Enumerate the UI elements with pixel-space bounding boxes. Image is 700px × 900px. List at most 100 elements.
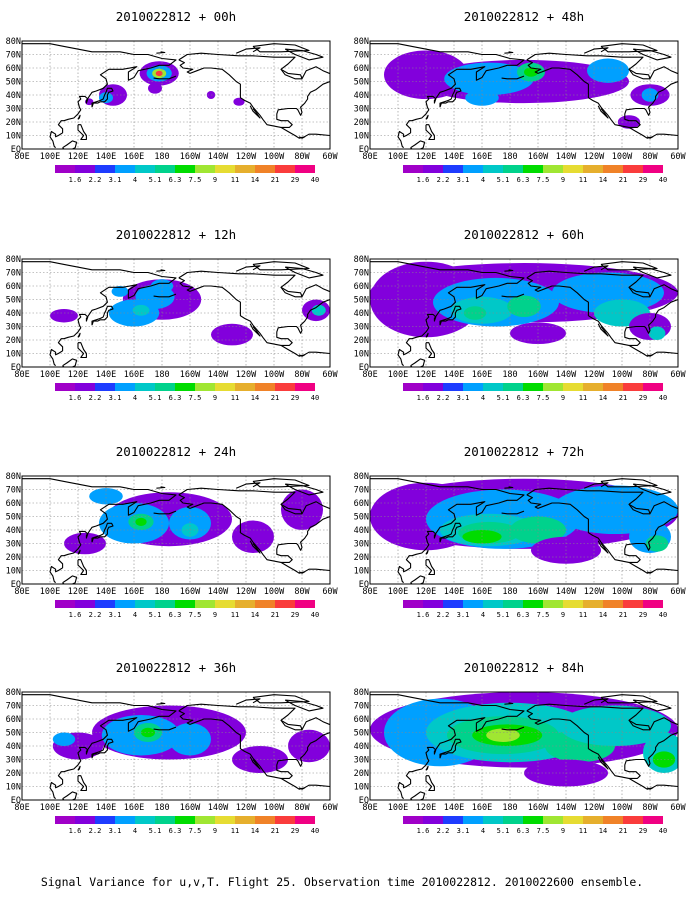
colorbar-swatch [623,816,643,824]
colorbar: 1.6 2.2 3.1 4 5.1 6.3 7.5 9 11 14 21 29 40 [55,816,319,835]
coastline [329,285,330,286]
variance-contour [444,62,534,95]
colorbar-label: 1.6 [69,176,82,184]
longitude-tick-label: 180 [502,152,517,162]
colorbar-swatch [175,816,195,824]
longitude-tick-label: 120W [236,370,257,380]
latitude-tick-label: 50N [6,296,21,306]
latitude-tick-label: 20N [354,118,369,128]
coastline [632,483,672,496]
forecast-panels: 2010022812 + 00h 80E 100E 120E 140E 160E 180 16… [6,9,687,835]
coastlines [22,478,330,584]
coastline [628,503,650,515]
coastline [280,344,306,357]
coastline [501,726,525,731]
colorbar-label: 1.6 [417,394,430,402]
colorbar-label: 11 [231,394,239,402]
coastline [628,286,650,298]
colorbar-swatch [603,600,623,608]
coastline [425,114,429,120]
longitude-tick-label: 140W [208,587,229,597]
longitude-tick-label: 140E [444,803,464,813]
coastline [425,124,435,141]
longitude-tick-label: 140E [96,803,116,813]
colorbar-label: 7.5 [537,394,550,402]
coastline [583,698,609,705]
latitude-tick-label: EQ [11,580,21,590]
variance-contour [524,67,538,77]
latitude-tick-label: 10N [354,567,369,577]
coastline [252,261,310,271]
colorbar-label: 4 [133,827,137,835]
colorbar-swatch [403,816,423,824]
colorbar-swatch [603,816,623,824]
colorbar-label: 5.1 [497,394,510,402]
latitude-tick-label: 30N [354,105,369,115]
coastlines [22,261,330,367]
colorbar-swatch [563,383,583,391]
colorbar-label: 7.5 [189,176,202,184]
colorbar-swatch [95,165,115,173]
colorbar-swatch [483,816,503,824]
colorbar-label: 5.1 [149,394,162,402]
variance-contour [587,58,629,83]
longitude-tick-label: 180 [502,587,517,597]
map-frame [21,40,331,150]
longitude-tick-label: 160E [472,370,492,380]
longitude-tick-label: 100W [264,370,285,380]
coastline [628,719,650,731]
longitude-tick-label: 140W [208,370,229,380]
colorbar-swatch [55,165,75,173]
colorbar-label: 29 [639,176,647,184]
longitude-tick-label: 140E [96,370,116,380]
coastlines [22,43,330,149]
coastline [235,482,261,489]
colorbar-swatch [195,165,215,173]
latitude-tick-label: 80N [354,255,369,265]
colorbar-label: 1.6 [417,611,430,619]
longitude-tick-label: 80E [362,587,377,597]
colorbar-label: 29 [291,827,299,835]
map-panel: 2010022812 + 12h 80E 100E 120E 140E 160E 180 16… [6,227,339,402]
latitude-tick-label: 70N [6,51,21,61]
variance-contour [52,732,76,746]
colorbar-label: 1.6 [69,394,82,402]
colorbar-swatch [603,383,623,391]
longitude-tick-label: 80W [642,803,658,813]
latitude-tick-label: 70N [6,269,21,279]
variance-contour [155,70,163,77]
colorbar-swatch [483,383,503,391]
panel-title: 2010022812 + 60h [464,227,584,242]
colorbar-swatch [543,165,563,173]
colorbar-swatch [623,600,643,608]
coastline [178,52,330,128]
longitude-tick-label: 140E [444,152,464,162]
latitude-tick-label: 70N [354,486,369,496]
colorbar-swatch [483,600,503,608]
variance-contour [281,489,323,530]
coastline [77,549,81,555]
colorbar-swatch [175,600,195,608]
longitude-tick-label: 160W [528,370,549,380]
colorbar-label: 5.1 [149,611,162,619]
colorbar-swatch [403,165,423,173]
colorbar-label: 14 [599,611,607,619]
latitude-tick-label: 40N [354,526,369,536]
coastline [280,68,302,80]
longitude-tick-label: 100W [264,803,285,813]
colorbar-label: 6.3 [169,827,182,835]
coastline [600,478,658,488]
graticule [370,476,678,584]
colorbar-swatch [643,383,663,391]
latitude-tick-label: 10N [354,783,369,793]
latitude-tick-label: 80N [354,688,369,698]
longitude-tick-label: 60W [322,370,338,380]
coastline [526,487,678,563]
colorbar-label: 3.1 [457,176,470,184]
coastline [22,43,177,149]
latitude-tick-label: 60N [354,499,369,509]
coastline [252,478,310,488]
variance-contour [559,705,671,746]
colorbar-label: 9 [213,394,217,402]
colorbar-label: 40 [311,611,319,619]
